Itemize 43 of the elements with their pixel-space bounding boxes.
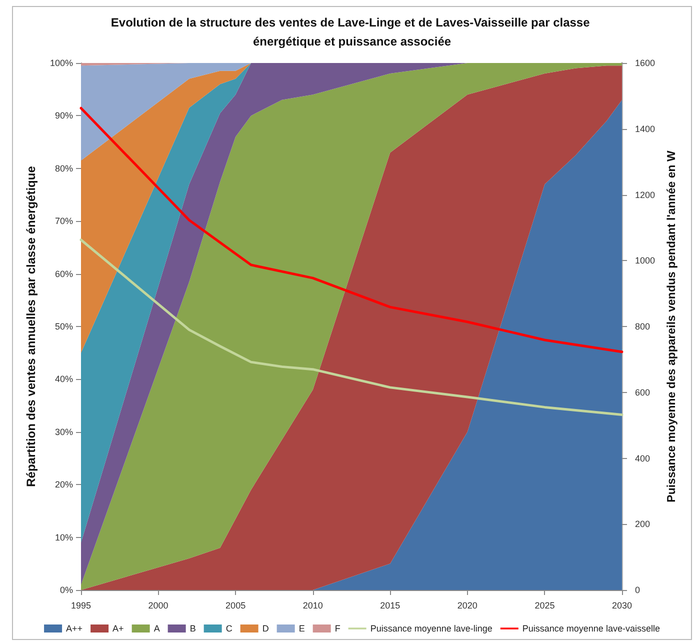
legend-label: F [334,624,341,634]
y2-tick-label: 400 [635,453,650,464]
y-tick-label: 0% [60,585,73,595]
legend-label: Puissance moyenne lave-vaisselle [522,624,660,634]
legend-label: D [262,624,270,634]
x-tick-label: 1995 [70,600,92,610]
y-axis-title: Répartition des ventes annuelles par classe énergétique [24,166,38,487]
line-series [80,106,624,354]
legend-label: B [190,624,196,634]
legend-label: E [298,624,305,634]
legend-label: Puissance moyenne lave-linge [370,624,492,634]
x-tick-label: 2030 [612,600,632,610]
y-tick-label: 30% [54,426,73,437]
y-tick-label: 50% [54,322,73,332]
legend-label: C [226,624,233,634]
y-tick-label: 100% [50,58,73,68]
y-tick-label: 40% [54,374,73,384]
y-tick-label: 20% [54,480,73,490]
y2-tick-label: 0 [635,585,640,595]
x-tick-label: 2005 [226,600,246,610]
chart-title: Evolution de la structure des ventes de Lave-Linge et de Laves-Vaisseille par classe énergétique et puissance associée [110,16,594,48]
y2-tick-label: 600 [635,387,650,398]
line-series [80,238,624,416]
y-tick-label: 70% [54,216,73,226]
y-tick-label: 90% [54,110,73,121]
y2-tick-label: 200 [635,519,650,530]
y2-axis-title: Puissance moyenne des appareils vendus pendant l'année en W [666,150,678,502]
y-tick-label: 80% [54,163,73,174]
y-tick-label: 60% [54,268,73,279]
y2-tick-label: 1600 [635,58,656,68]
x-tick-label: 2015 [380,600,400,610]
x-tick-label: 2010 [302,600,323,610]
x-tick-label: 2025 [534,600,555,610]
legend-label: A++ [66,624,83,634]
y2-tick-label: 1000 [635,256,656,266]
y2-tick-label: 1200 [635,190,656,200]
y-tick-label: 10% [54,532,73,542]
y2-tick-label: 1400 [635,124,656,134]
x-tick-label: 2020 [457,600,478,610]
legend-label: A [154,624,160,634]
legend-label: A+ [112,624,124,634]
y2-tick-label: 800 [635,322,650,332]
x-tick-label: 2000 [148,600,168,610]
